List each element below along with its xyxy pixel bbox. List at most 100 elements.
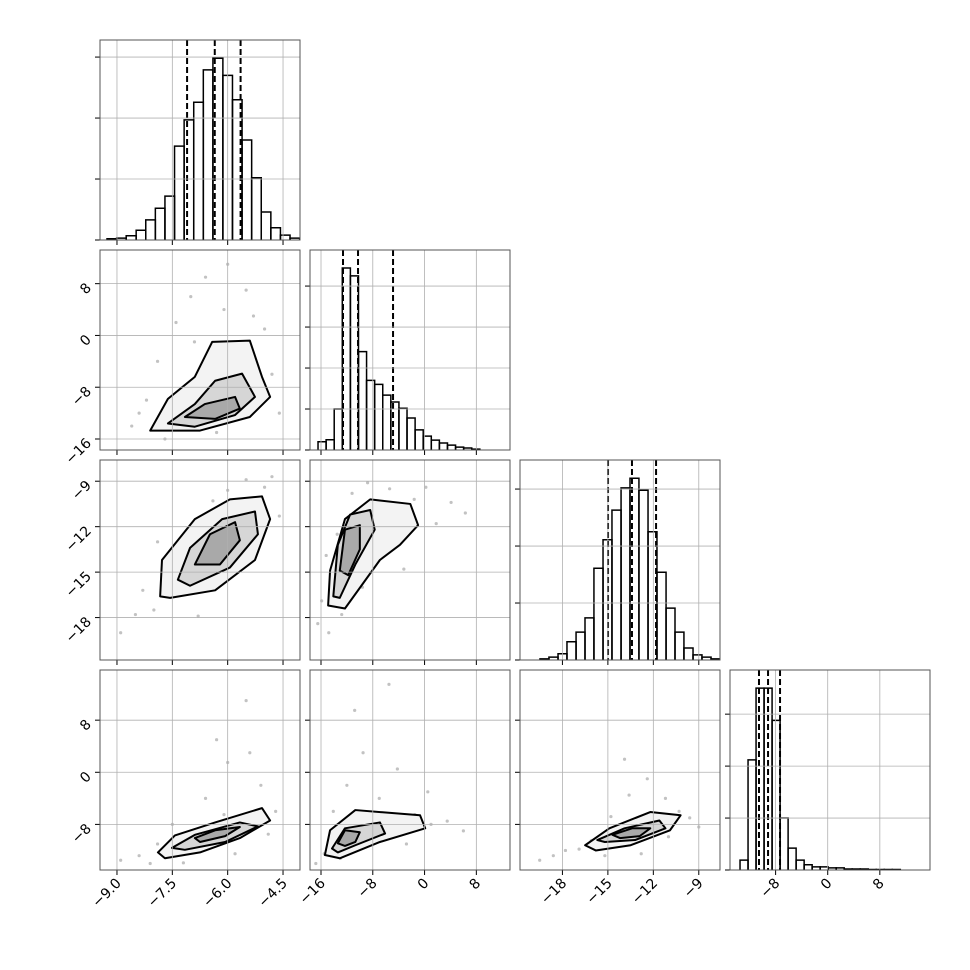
panel-frame	[519, 669, 721, 871]
histogram-bin	[795, 859, 805, 870]
sample-point	[434, 522, 438, 526]
sample-point	[331, 809, 335, 813]
y-tick-label: 8	[77, 717, 95, 735]
histogram-bin	[317, 441, 327, 450]
histogram-bin	[202, 69, 214, 240]
histogram-bin	[173, 145, 185, 240]
histogram-bin	[357, 350, 368, 450]
sample-point	[203, 796, 208, 800]
sample-point	[277, 411, 281, 415]
histogram-bin	[365, 379, 376, 450]
sample-point	[148, 861, 152, 866]
histogram-bin	[192, 101, 205, 240]
x-tick-label: −8	[355, 876, 381, 902]
contour	[193, 826, 241, 843]
panel	[739, 670, 902, 870]
contour	[193, 521, 241, 566]
panel	[314, 682, 465, 866]
sample-point	[119, 858, 123, 862]
histogram-bin	[710, 658, 720, 660]
sample-point	[215, 738, 219, 742]
sample-point	[449, 500, 453, 505]
panel-frame	[99, 39, 301, 241]
histogram-bin	[270, 227, 282, 240]
sample-point	[211, 499, 215, 503]
y-tick-label: −8	[69, 384, 95, 410]
sample-point	[645, 777, 649, 781]
histogram-bin	[575, 631, 586, 660]
panel-frame	[99, 669, 301, 871]
panel-frame	[309, 459, 511, 661]
x-tick-label: −16	[297, 875, 329, 907]
sample-point	[181, 861, 185, 865]
y-tick-label: 8	[77, 280, 95, 298]
sample-point	[353, 708, 357, 712]
histogram-bin	[566, 641, 577, 660]
histogram-bin	[674, 631, 685, 660]
y-tick-label: −16	[63, 435, 95, 467]
sample-point	[577, 847, 581, 851]
panel-frame	[729, 669, 931, 871]
sample-point	[137, 854, 141, 858]
sample-point	[262, 327, 267, 331]
sample-point	[412, 497, 416, 501]
panel-frame	[309, 249, 511, 451]
sample-point	[152, 608, 156, 612]
sample-point	[174, 320, 178, 325]
sample-point	[196, 614, 200, 618]
histogram-bin	[584, 617, 595, 660]
y-tick-label: 0	[77, 332, 95, 350]
sample-point	[270, 475, 274, 479]
histogram-bin	[183, 119, 195, 240]
sample-point	[404, 842, 409, 846]
sample-point	[639, 852, 643, 856]
sample-point	[222, 813, 226, 817]
sample-point	[445, 819, 449, 823]
x-tick-label: −7.5	[145, 876, 180, 911]
sample-point	[244, 478, 248, 482]
sample-point	[155, 359, 160, 363]
panel	[119, 699, 278, 866]
histogram-bin	[593, 567, 604, 660]
y-tick-label: −15	[63, 569, 95, 601]
sample-point	[316, 622, 320, 626]
histogram-bin	[414, 429, 424, 450]
panel	[538, 757, 701, 862]
sample-point	[677, 809, 681, 813]
sample-point	[666, 835, 671, 839]
histogram-bin	[398, 407, 408, 450]
panel-frame	[309, 669, 511, 871]
histogram-bin	[325, 439, 335, 450]
x-tick-label: −4.5	[255, 876, 290, 911]
x-tick-label: 0	[415, 876, 433, 894]
histogram-bin	[739, 859, 749, 870]
histogram-bin	[683, 647, 694, 660]
sample-point	[233, 852, 237, 856]
sample-point	[155, 842, 160, 846]
sample-point	[222, 307, 226, 312]
sample-point	[248, 751, 252, 755]
histogram-bin	[250, 177, 263, 240]
histogram-bin	[692, 654, 703, 660]
x-tick-label: −15	[584, 876, 616, 908]
x-tick-label: 8	[467, 876, 485, 894]
histogram-bin	[164, 195, 176, 240]
sample-point	[244, 699, 248, 703]
histogram-bin	[620, 487, 631, 660]
histogram-bin	[656, 571, 667, 660]
sample-point	[189, 295, 193, 299]
histogram-bin	[430, 439, 441, 450]
histogram-bin	[755, 687, 765, 870]
histogram-bin	[787, 847, 797, 870]
contour	[611, 827, 652, 840]
sample-point	[345, 783, 349, 787]
histogram-bin	[665, 607, 676, 660]
sample-point	[215, 430, 219, 435]
sample-point	[137, 411, 141, 415]
sample-point	[461, 829, 465, 833]
sample-point	[203, 275, 208, 279]
y-tick-label: −18	[63, 614, 95, 646]
histogram-bin	[638, 489, 649, 660]
